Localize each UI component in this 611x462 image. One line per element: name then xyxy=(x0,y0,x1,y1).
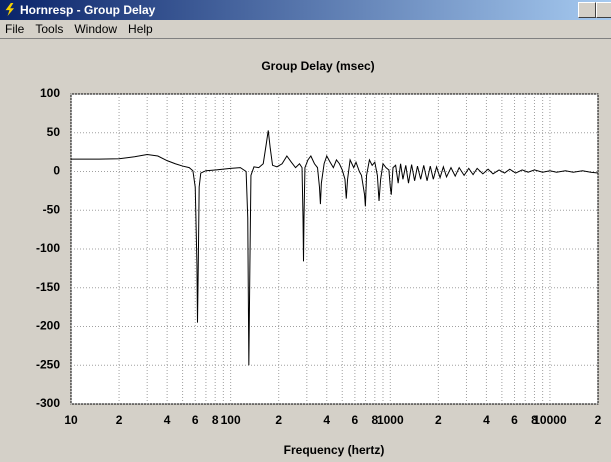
minimize-button[interactable] xyxy=(578,2,596,18)
menu-item[interactable]: Window xyxy=(74,22,118,36)
x-axis-label: Frequency (hertz) xyxy=(284,443,385,457)
x-tick-label: 8 xyxy=(371,413,378,427)
maximize-button[interactable] xyxy=(596,2,611,18)
y-tick-label: 0 xyxy=(53,164,60,178)
y-tick-label: -150 xyxy=(36,280,60,294)
x-tick-label: 4 xyxy=(483,413,490,427)
x-tick-label: 8 xyxy=(531,413,538,427)
app-icon xyxy=(5,3,15,16)
data-line xyxy=(71,130,599,366)
x-tick-label: 10000 xyxy=(533,413,567,427)
chart: Group Delay (msec) Frequency (hertz) 100… xyxy=(36,59,602,457)
y-tick-label: -200 xyxy=(36,319,60,333)
x-tick-label: 1000 xyxy=(377,413,404,427)
x-tick-label: 6 xyxy=(352,413,359,427)
x-tick-label: 2 xyxy=(595,413,602,427)
x-tick-label: 4 xyxy=(323,413,330,427)
y-tick-label: -300 xyxy=(36,396,60,410)
y-tick-label: 50 xyxy=(47,125,61,139)
y-tick-label: -250 xyxy=(36,357,60,371)
y-tick-label: -50 xyxy=(43,202,61,216)
x-tick-label: 6 xyxy=(511,413,518,427)
window-title: Hornresp - Group Delay xyxy=(20,3,156,17)
menu-item[interactable]: Tools xyxy=(35,22,64,36)
title-bar: Hornresp - Group Delay xyxy=(0,0,611,20)
menu-item[interactable]: Help xyxy=(128,22,153,36)
x-tick-label: 2 xyxy=(275,413,282,427)
x-tick-label: 100 xyxy=(221,413,241,427)
y-tick-label: 100 xyxy=(40,86,60,100)
x-tick-label: 2 xyxy=(116,413,123,427)
chart-title: Group Delay (msec) xyxy=(261,59,374,73)
x-tick-label: 4 xyxy=(164,413,171,427)
menu-item[interactable]: File xyxy=(5,22,25,36)
x-tick-label: 8 xyxy=(212,413,219,427)
x-tick-label: 6 xyxy=(192,413,199,427)
y-tick-label: -100 xyxy=(36,241,60,255)
menu-bar: File Tools Window Help xyxy=(0,20,611,39)
x-tick-label: 10 xyxy=(64,413,78,427)
x-tick-label: 2 xyxy=(435,413,442,427)
